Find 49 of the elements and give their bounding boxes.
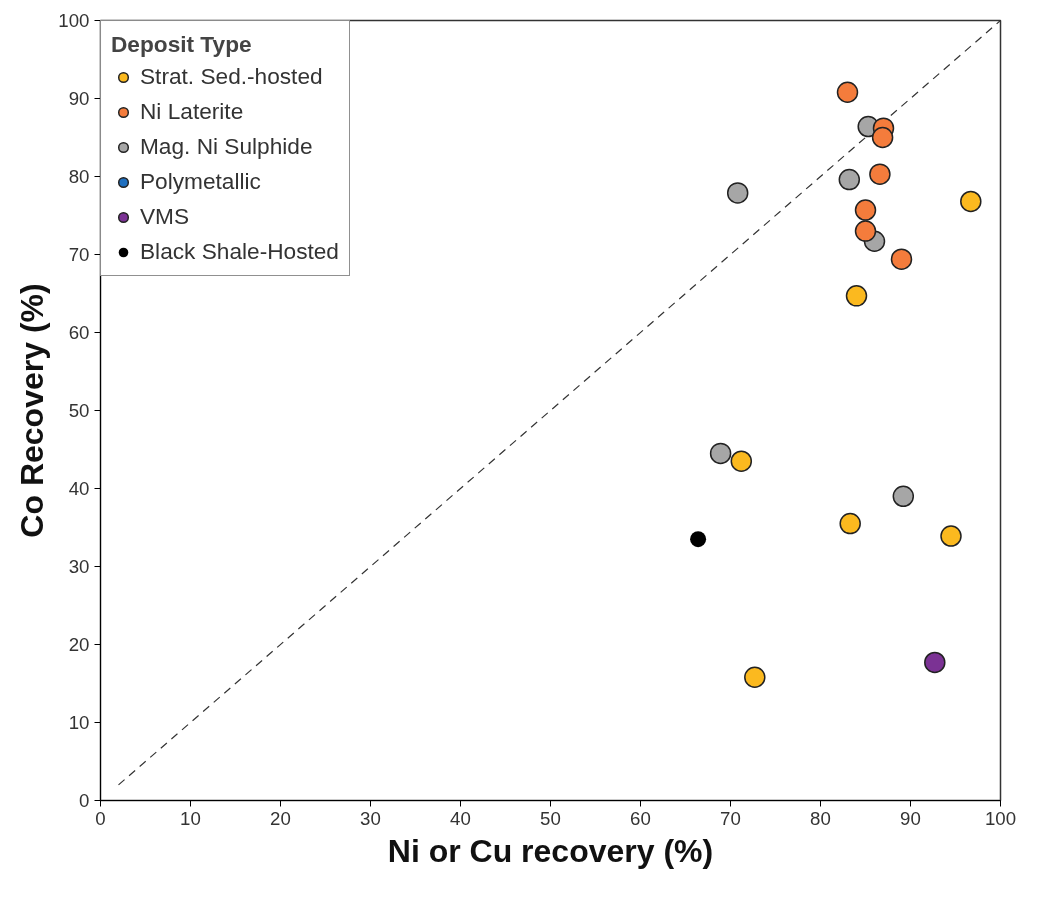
legend-label: Ni Laterite (140, 98, 244, 125)
legend-label: Strat. Sed.-hosted (140, 63, 323, 90)
point (744, 666, 766, 688)
point (839, 512, 861, 535)
x-axis-title: Ni or Cu recovery (%) (387, 832, 714, 869)
point (838, 168, 861, 191)
x-tick-label: 80 (810, 807, 831, 829)
x-tick-label: 10 (180, 807, 201, 829)
x-tick-label: 90 (900, 807, 921, 829)
legend-label: Polymetallic (140, 168, 261, 195)
legend-label: VMS (140, 203, 190, 230)
y-tick-label: 50 (68, 400, 90, 421)
legend-title: Deposit Type (111, 31, 253, 58)
y-tick-label: 70 (68, 244, 90, 265)
x-tick-label: 0 (95, 807, 106, 829)
x-tick-label: 100 (984, 807, 1017, 829)
point (940, 525, 962, 547)
point (726, 182, 749, 204)
point (869, 163, 891, 185)
point (690, 531, 707, 548)
x-tick-label: 50 (540, 807, 561, 829)
point (845, 285, 868, 307)
y-tick-label: 60 (68, 322, 90, 343)
point (924, 651, 946, 674)
x-tick-label: 20 (270, 807, 291, 829)
point (854, 199, 877, 221)
x-tick-label: 60 (630, 807, 651, 829)
point (960, 190, 982, 213)
point (730, 450, 753, 472)
x-tick-label: 40 (450, 807, 471, 829)
y-tick-label: 20 (68, 634, 90, 655)
y-axis-title: Co Recovery (%) (14, 283, 51, 538)
point (890, 248, 913, 270)
point (709, 442, 732, 465)
y-tick-label: 0 (79, 790, 90, 811)
point (871, 126, 894, 149)
point (892, 485, 915, 508)
y-tick-label: 30 (68, 556, 90, 577)
x-tick-label: 30 (360, 807, 381, 829)
point (854, 220, 877, 242)
x-tick-label: 70 (720, 807, 741, 829)
y-tick-label: 10 (68, 712, 90, 733)
y-tick-label: 90 (68, 88, 90, 109)
y-tick-label: 40 (68, 478, 90, 499)
legend-label: Black Shale-Hosted (140, 238, 339, 265)
legend-label: Mag. Ni Sulphide (140, 133, 313, 160)
y-tick-label: 100 (58, 10, 90, 31)
y-tick-label: 80 (68, 166, 90, 187)
point (836, 81, 859, 103)
